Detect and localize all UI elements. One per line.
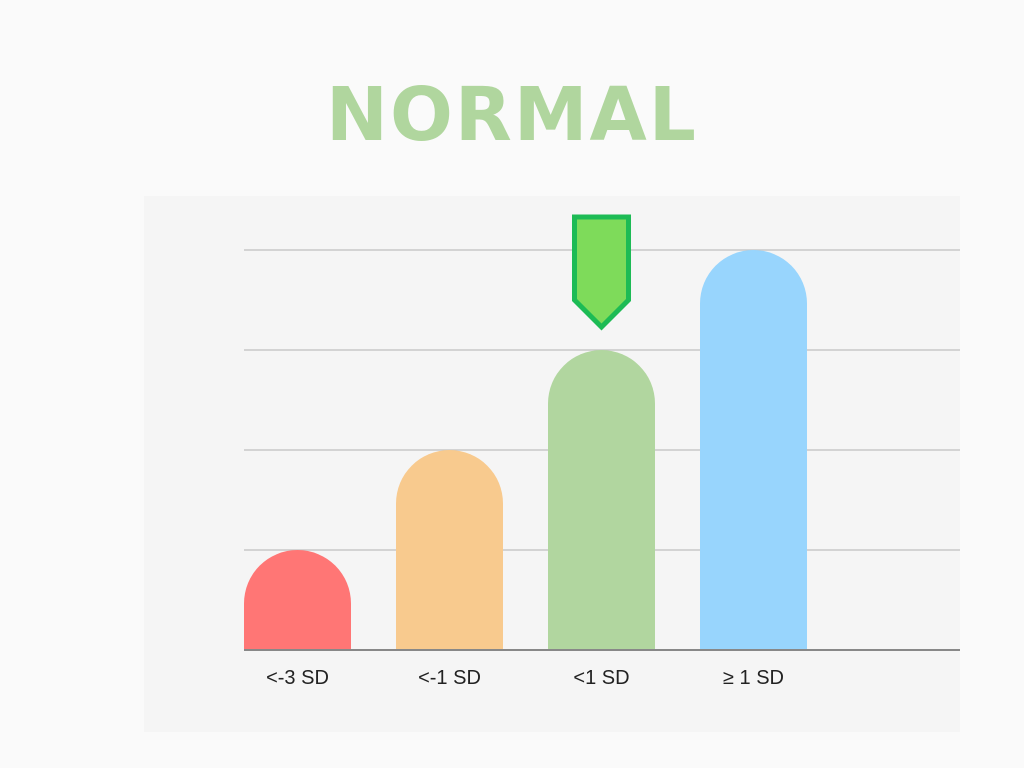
bar	[244, 550, 351, 650]
bar	[700, 250, 807, 650]
tick-label: <1 SD	[573, 667, 629, 689]
tick-label: <-1 SD	[418, 667, 481, 689]
tick-label: <-3 SD	[266, 667, 329, 689]
tick-label: ≥ 1 SD	[723, 667, 784, 689]
page-title: NORMAL	[326, 72, 698, 158]
bar-chart: <-3 SD <-1 SD <1 SD ≥ 1 SD	[244, 214, 960, 689]
chart-panel: <-3 SD <-1 SD <1 SD ≥ 1 SD	[144, 196, 960, 732]
bar	[548, 350, 655, 650]
highlight-arrow-marker	[572, 214, 631, 331]
bar	[396, 450, 503, 650]
